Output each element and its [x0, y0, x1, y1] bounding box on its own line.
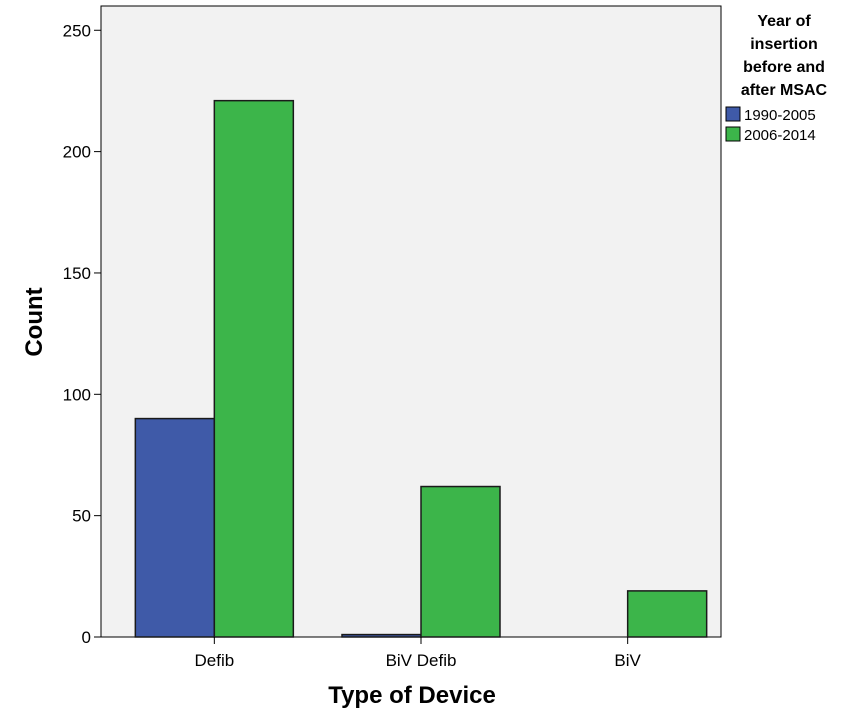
y-tick-label: 150 [63, 264, 91, 283]
legend-title-line-3: before and [743, 59, 825, 76]
y-tick-label: 200 [63, 143, 91, 162]
y-tick-label: 0 [82, 628, 91, 647]
bar-2-2 [420, 485, 501, 638]
y-tick-label: 100 [63, 385, 91, 404]
legend-title-line-1: Year of [757, 13, 811, 30]
bar-1-2 [341, 633, 422, 638]
bars-group [134, 99, 708, 638]
bar-2-1 [213, 99, 295, 638]
bar-2-3 [626, 590, 708, 638]
y-axis-title: Count [21, 287, 48, 356]
legend-swatch-series-1 [725, 106, 741, 122]
x-tick-label: Defib [194, 651, 234, 670]
x-axis-title: Type of Device [328, 682, 496, 709]
legend: Year of insertion before and after MSAC … [725, 13, 828, 144]
y-tick-label: 250 [63, 21, 91, 40]
y-axis: 0 50 100 150 200 250 [63, 21, 101, 647]
legend-title-line-4: after MSAC [741, 82, 828, 99]
x-tick-label: BiV [614, 651, 641, 670]
bar-1-1 [134, 417, 216, 638]
x-tick-label: BiV Defib [386, 651, 457, 670]
legend-swatch-series-2 [725, 126, 741, 142]
legend-title-line-2: insertion [750, 36, 818, 53]
y-tick-label: 50 [72, 507, 91, 526]
x-axis: Defib BiV Defib BiV [194, 637, 642, 670]
legend-label-series-2: 2006-2014 [744, 127, 816, 144]
legend-label-series-1: 1990-2005 [744, 107, 816, 124]
